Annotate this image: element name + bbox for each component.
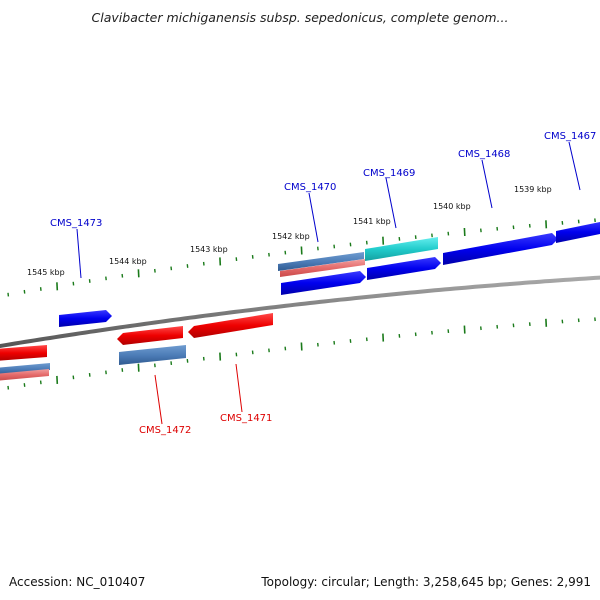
kbp-label-1541: 1541 kbp xyxy=(353,217,391,226)
kbp-labels: 1545 kbp 1544 kbp 1543 kbp 1542 kbp 1541… xyxy=(27,185,552,277)
gene-cms1473[interactable] xyxy=(59,310,112,327)
gene-label-cms1467[interactable]: CMS_1467 xyxy=(544,131,596,142)
gene-features xyxy=(0,221,600,381)
topology-text: Topology: circular; Length: 3,258,645 bp… xyxy=(261,575,591,589)
gene-cms1469-forward[interactable] xyxy=(367,257,441,280)
leader-line-cms1469 xyxy=(385,177,397,229)
backbone-arc xyxy=(0,275,600,349)
gene-cms1468[interactable] xyxy=(443,233,558,265)
gene-cms1467[interactable] xyxy=(556,221,600,243)
leader-line-cms1470 xyxy=(308,192,319,243)
feature-cms1472-steel[interactable] xyxy=(119,345,186,365)
gene-left-reverse[interactable] xyxy=(0,345,47,361)
gene-label-cms1468[interactable]: CMS_1468 xyxy=(458,149,510,160)
leader-line-cms1467 xyxy=(568,141,581,191)
leader-line-cms1468 xyxy=(481,159,493,209)
leader-line-cms1473 xyxy=(76,228,82,279)
feature-cms1470-steel[interactable] xyxy=(278,252,364,271)
gene-label-cms1469[interactable]: CMS_1469 xyxy=(363,168,415,179)
kbp-label-1542: 1542 kbp xyxy=(272,232,310,241)
gene-cms1470-forward[interactable] xyxy=(281,271,366,295)
accession-text: Accession: NC_010407 xyxy=(9,575,146,589)
kbp-label-1544: 1544 kbp xyxy=(109,257,147,266)
gene-cms1471[interactable] xyxy=(188,313,273,338)
gene-label-cms1470[interactable]: CMS_1470 xyxy=(284,182,336,193)
map-title: Clavibacter michiganensis subsp. sepedon… xyxy=(91,10,509,25)
leader-line-cms1472 xyxy=(154,374,163,425)
kbp-label-1543: 1543 kbp xyxy=(190,245,228,254)
kbp-label-1539: 1539 kbp xyxy=(514,185,552,194)
kbp-label-1540: 1540 kbp xyxy=(433,202,471,211)
backbone xyxy=(0,275,600,349)
upper-tick-track xyxy=(7,218,596,297)
lower-tick-track xyxy=(7,317,596,390)
leader-line-cms1471 xyxy=(235,363,243,413)
gene-cms1472[interactable] xyxy=(117,326,183,345)
gene-labels: CMS_1473 CMS_1470 CMS_1469 CMS_1468 CMS_… xyxy=(50,131,596,436)
feature-left-pink[interactable] xyxy=(0,369,49,381)
kbp-label-1545: 1545 kbp xyxy=(27,268,65,277)
gene-label-cms1472[interactable]: CMS_1472 xyxy=(139,425,191,436)
gene-label-cms1471[interactable]: CMS_1471 xyxy=(220,413,272,424)
feature-cms1469-cyan[interactable] xyxy=(365,237,438,261)
gene-label-cms1473[interactable]: CMS_1473 xyxy=(50,218,102,229)
feature-cms1470-pink[interactable] xyxy=(280,259,365,277)
feature-left-steel[interactable] xyxy=(0,363,50,375)
